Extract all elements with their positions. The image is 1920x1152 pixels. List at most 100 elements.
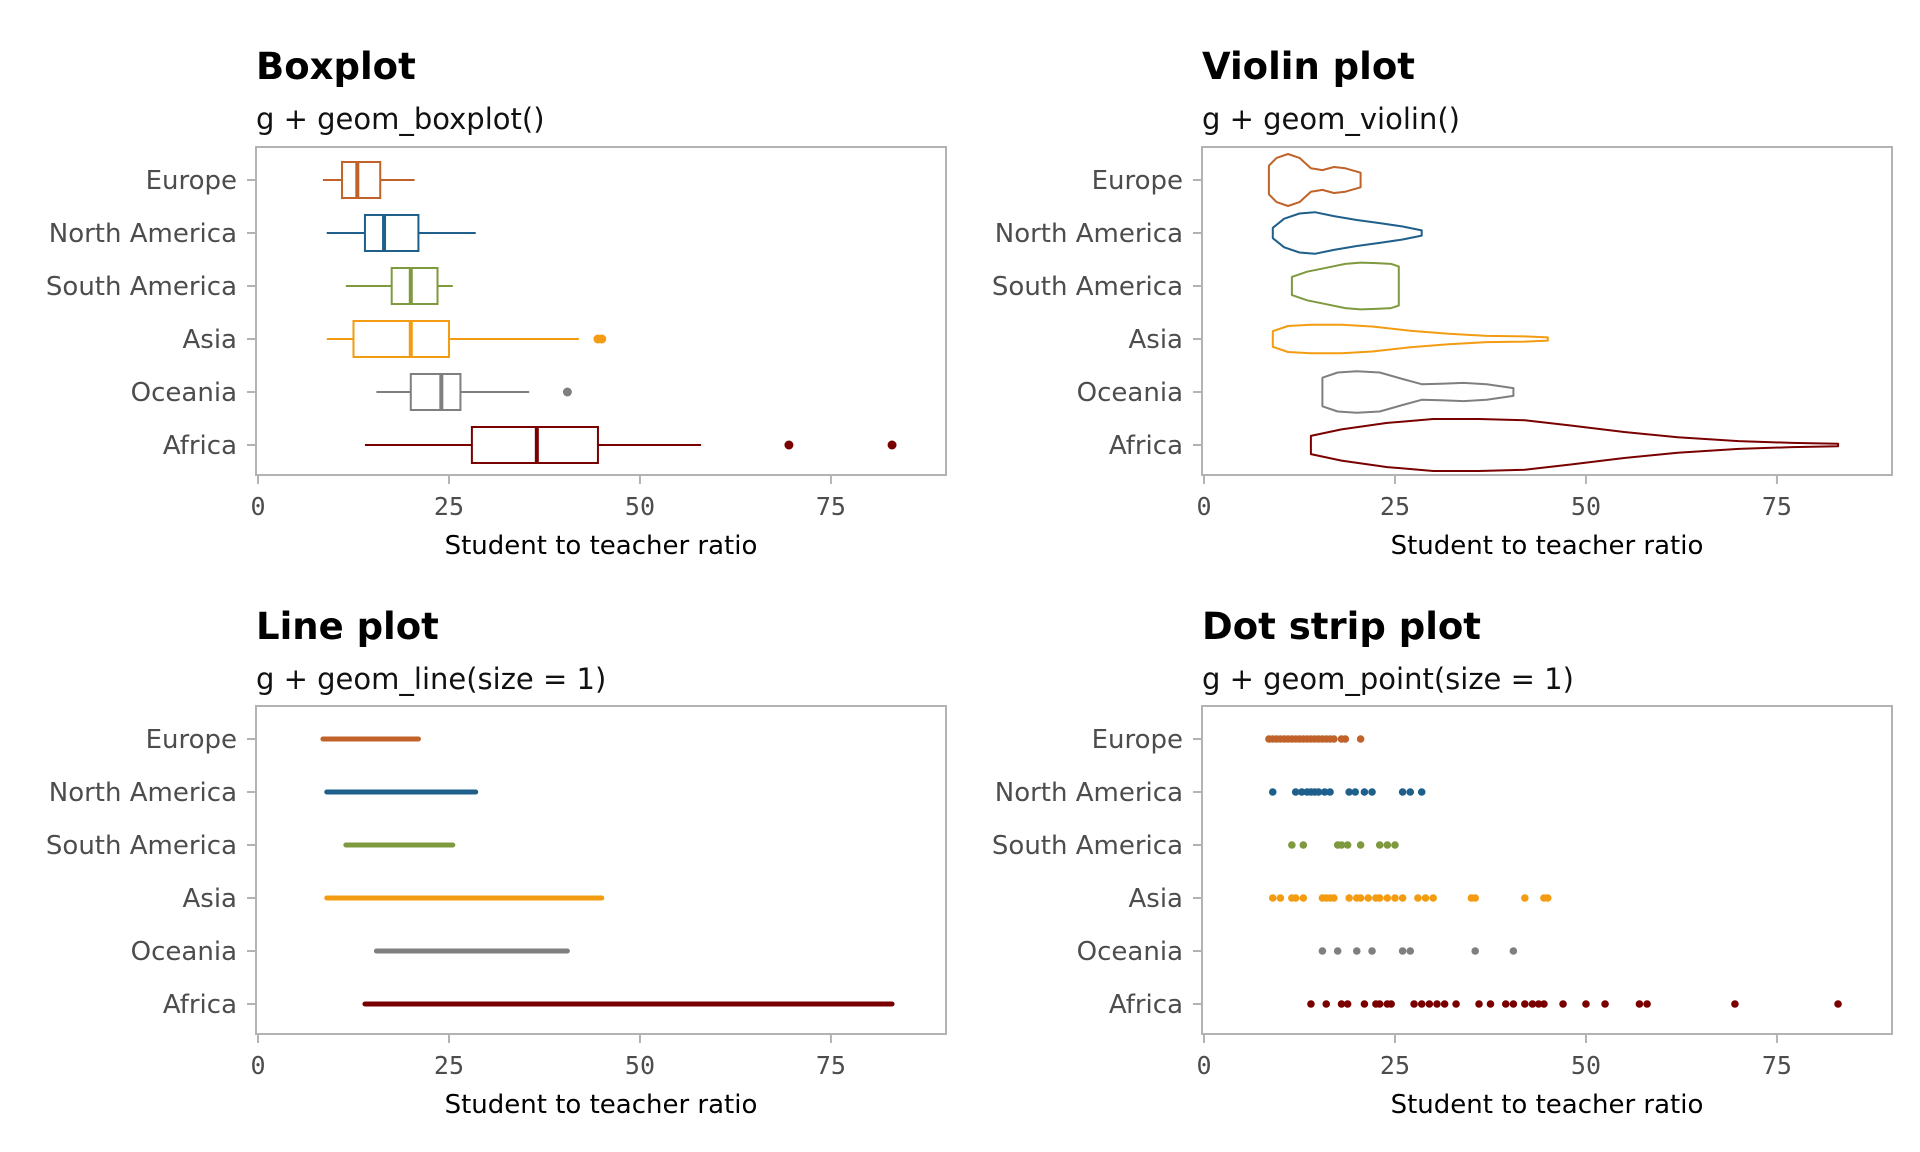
strip-point bbox=[1643, 1000, 1651, 1008]
y-tick-label: North America bbox=[995, 219, 1183, 249]
strip-point bbox=[1417, 1000, 1426, 1008]
panel-subtitle: g + geom_violin() bbox=[1202, 102, 1460, 136]
strip-point bbox=[1341, 735, 1350, 743]
strip-point bbox=[1534, 1000, 1543, 1008]
strip-point bbox=[1471, 947, 1479, 955]
panel-frame bbox=[255, 146, 947, 476]
strip-point bbox=[1421, 894, 1430, 902]
x-tick-label: 75 bbox=[816, 1051, 846, 1080]
y-tick-label: Oceania bbox=[131, 378, 237, 408]
panel-title: Boxplot bbox=[256, 45, 416, 88]
strip-point bbox=[1398, 788, 1407, 796]
y-tick-label: Europe bbox=[1092, 725, 1183, 755]
strip-point bbox=[1387, 1000, 1395, 1008]
y-tick-label: South America bbox=[46, 272, 237, 302]
y-tick-label: Oceania bbox=[131, 937, 237, 967]
strip-point bbox=[1429, 894, 1437, 902]
strip-point bbox=[1360, 788, 1369, 796]
x-tick-label: 25 bbox=[434, 492, 464, 521]
y-tick-label: Europe bbox=[1092, 166, 1183, 196]
strip-point bbox=[1356, 894, 1365, 902]
x-tick-label: 0 bbox=[1196, 492, 1211, 521]
strip-point bbox=[1406, 947, 1415, 955]
y-tick-label: South America bbox=[992, 272, 1183, 302]
strip-point bbox=[1452, 1000, 1460, 1008]
strip-point bbox=[1471, 894, 1479, 902]
series-north-america bbox=[1271, 211, 1423, 255]
strip-point bbox=[1288, 841, 1296, 849]
strip-point bbox=[1509, 1000, 1518, 1008]
strip-point bbox=[1391, 894, 1399, 902]
strip-point bbox=[1834, 1000, 1842, 1008]
panel-title: Dot strip plot bbox=[1202, 605, 1481, 648]
y-tick-label: North America bbox=[995, 778, 1183, 808]
x-axis-title: Student to teacher ratio bbox=[1391, 531, 1704, 561]
strip-point bbox=[1410, 1000, 1418, 1008]
series-south-america bbox=[1290, 261, 1400, 311]
strip-point bbox=[1398, 894, 1407, 902]
strip-point bbox=[1345, 894, 1353, 902]
violin-shape bbox=[1321, 370, 1515, 414]
x-tick-label: 25 bbox=[1380, 492, 1410, 521]
strip-point bbox=[1326, 788, 1334, 796]
series-asia bbox=[1271, 323, 1549, 355]
strip-point bbox=[1368, 788, 1376, 796]
plot-marks bbox=[322, 161, 897, 464]
strip-point bbox=[1398, 947, 1407, 955]
violin-shape bbox=[1271, 211, 1423, 255]
x-tick-label: 50 bbox=[1571, 1051, 1601, 1080]
panel-subtitle: g + geom_boxplot() bbox=[256, 102, 545, 136]
strip-point bbox=[1635, 1000, 1644, 1008]
panel-line-plot: Line plot g + geom_line(size = 1) Europe No… bbox=[46, 605, 947, 1120]
strip-point bbox=[1343, 841, 1352, 849]
plot-marks bbox=[1265, 735, 1842, 1008]
violin-shape bbox=[1271, 323, 1549, 355]
strip-point bbox=[1383, 894, 1392, 902]
strip-point bbox=[1501, 1000, 1510, 1008]
y-tick-label: Europe bbox=[146, 725, 237, 755]
strip-point bbox=[1356, 735, 1365, 743]
strip-point bbox=[1486, 1000, 1495, 1008]
strip-point bbox=[1343, 1000, 1352, 1008]
strip-point bbox=[1391, 841, 1399, 849]
strip-point bbox=[1333, 947, 1342, 955]
series-asia bbox=[326, 320, 607, 358]
strip-point bbox=[1351, 788, 1360, 796]
y-tick-label: Europe bbox=[146, 166, 237, 196]
strip-point bbox=[1731, 1000, 1739, 1008]
strip-point bbox=[1330, 894, 1338, 902]
x-tick-label: 75 bbox=[816, 492, 846, 521]
y-tick-label: South America bbox=[992, 831, 1183, 861]
y-tick-label: Asia bbox=[1129, 884, 1184, 914]
y-tick-label: North America bbox=[49, 778, 237, 808]
panel-frame bbox=[1201, 705, 1893, 1035]
strip-point bbox=[1417, 788, 1426, 796]
x-tick-label: 25 bbox=[434, 1051, 464, 1080]
x-tick-label: 0 bbox=[1196, 1051, 1211, 1080]
panel-boxplot: Boxplot g + geom_boxplot() Europe North Ame… bbox=[46, 45, 947, 561]
box-iqr bbox=[363, 214, 420, 252]
x-axis-title: Student to teacher ratio bbox=[1391, 1090, 1704, 1120]
x-tick-label: 0 bbox=[250, 492, 265, 521]
strip-point bbox=[1299, 894, 1308, 902]
strip-point bbox=[1406, 788, 1415, 796]
strip-point bbox=[1337, 1000, 1346, 1008]
y-tick-label: Oceania bbox=[1077, 378, 1183, 408]
y-tick-label: Asia bbox=[183, 884, 238, 914]
y-tick-label: South America bbox=[46, 831, 237, 861]
y-tick-label: Africa bbox=[163, 431, 237, 461]
strip-point bbox=[1601, 1000, 1609, 1008]
strip-point bbox=[1297, 788, 1306, 796]
series-south-america bbox=[1288, 841, 1399, 849]
y-tick-label: Africa bbox=[163, 990, 237, 1020]
panel-violin-plot: Violin plot g + geom_violin() Europe North … bbox=[992, 45, 1893, 561]
strip-point bbox=[1521, 894, 1529, 902]
panel-frame bbox=[255, 705, 947, 1035]
strip-point bbox=[1582, 1000, 1590, 1008]
x-tick-label: 25 bbox=[1380, 1051, 1410, 1080]
y-tick-label: North America bbox=[49, 219, 237, 249]
panel-title: Line plot bbox=[256, 605, 439, 648]
violin-shape bbox=[1267, 153, 1362, 207]
y-tick-label: Africa bbox=[1109, 990, 1183, 1020]
